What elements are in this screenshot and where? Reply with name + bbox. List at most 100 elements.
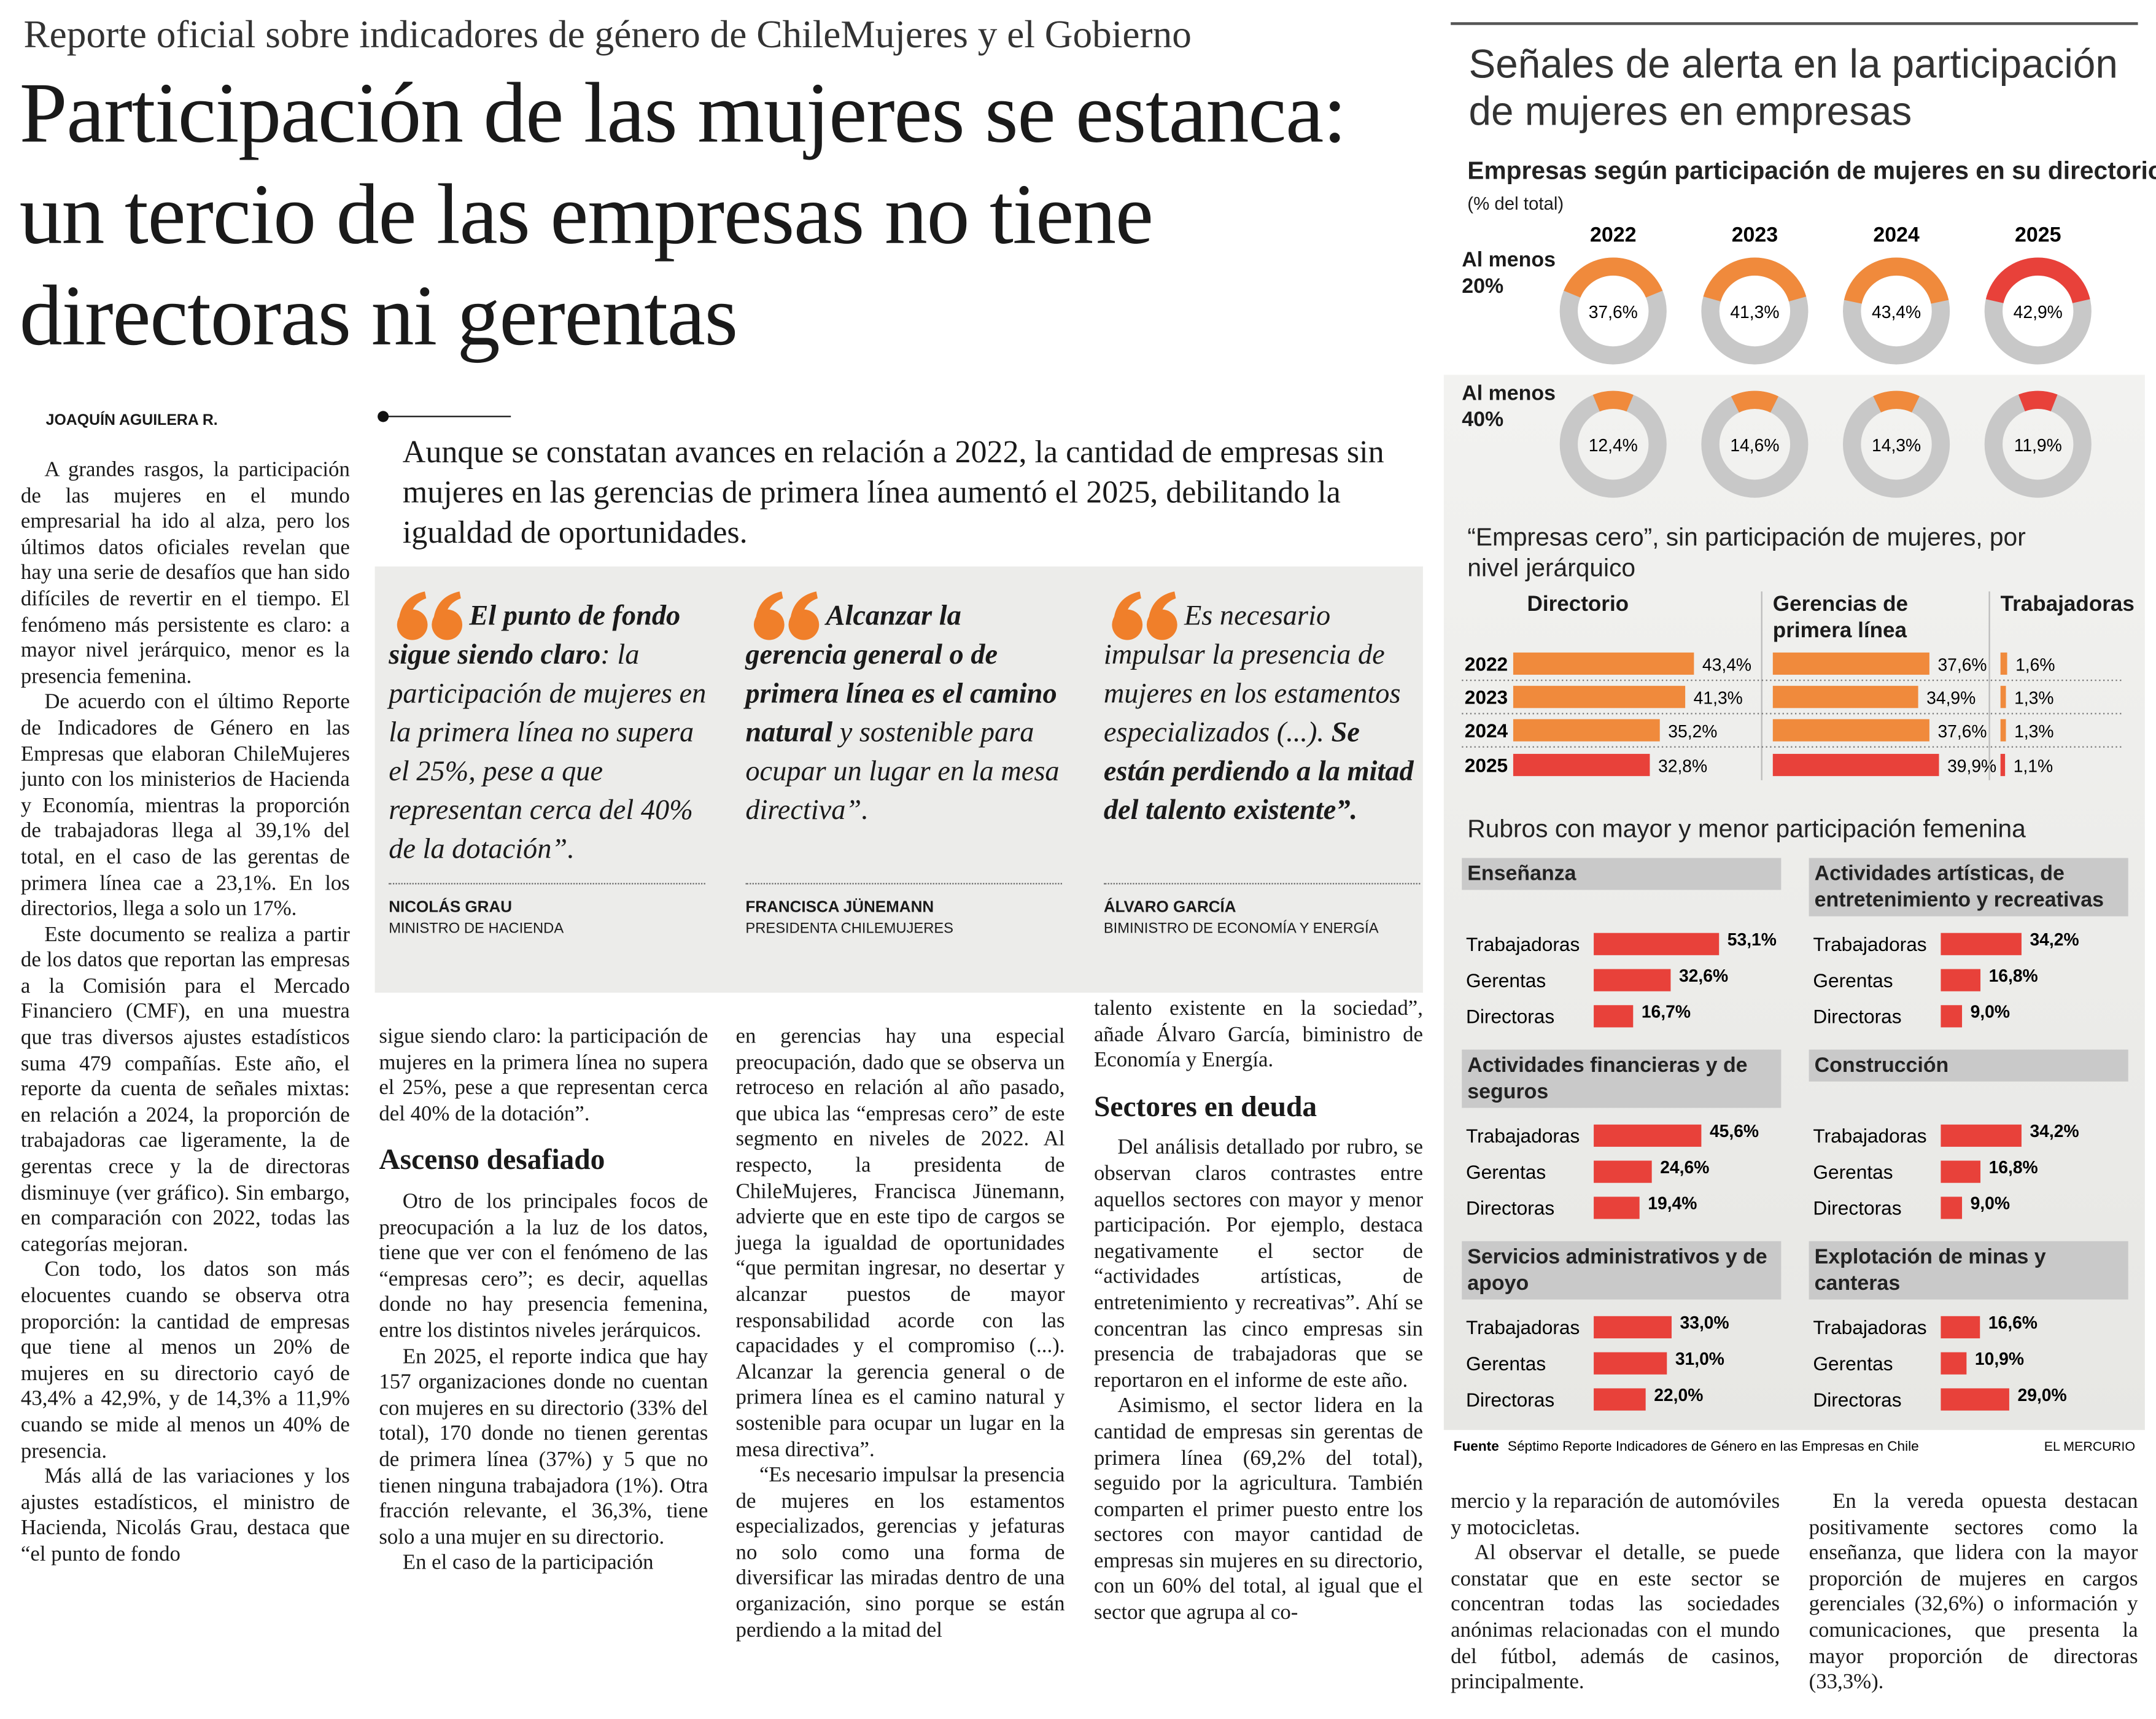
byline: JOAQUÍN AGUILERA R. [45, 412, 218, 429]
zero-bar [2000, 719, 2006, 742]
sector-value: 29,0% [2017, 1385, 2066, 1405]
zero-bar [1772, 753, 1939, 777]
quote-name: NICOLÁS GRAU [389, 899, 513, 917]
paragraph: talento existente en la sociedad”, añade… [1093, 996, 1423, 1073]
sector-bar [1941, 1316, 1980, 1338]
zero-value: 32,8% [1658, 756, 1707, 775]
quote-text: El punto de fondo sigue siendo claro: la… [389, 597, 711, 869]
paragraph: sigue siendo claro: la participación de … [379, 1024, 708, 1126]
quote-role: PRESIDENTA CHILEMUJERES [745, 920, 954, 937]
zero-value: 39,9% [1947, 756, 1996, 775]
sector-level: Directoras [1466, 1197, 1554, 1219]
sector-level: Gerentas [1813, 969, 1893, 991]
sector-heading: Explotación de minas y canteras [1809, 1241, 2128, 1300]
zero-year: 2024 [1465, 720, 1508, 742]
donut-arc [1564, 257, 1663, 298]
sector-bar [1594, 1160, 1652, 1183]
zero-year: 2023 [1465, 686, 1508, 708]
sector-bar [1941, 1005, 1963, 1028]
zero-value: 35,2% [1668, 721, 1717, 741]
deck-rule [378, 411, 511, 422]
paragraph: Asimismo, el sector lidera en la cantida… [1093, 1394, 1423, 1624]
zero-bar [1513, 753, 1650, 777]
sector-heading: Construcción [1809, 1049, 2128, 1082]
sector-heading: Enseñanza [1462, 858, 1782, 890]
donut-label: 43,4% [1872, 302, 1921, 322]
section-heading: Sectores en deuda [1093, 1089, 1317, 1123]
sector-level: Gerentas [1466, 969, 1546, 991]
sector-heading: Actividades artísticas, de entretenimien… [1809, 858, 2128, 917]
sector-value: 19,4% [1648, 1193, 1697, 1213]
zero-value: 1,1% [2014, 756, 2053, 775]
donut-arc [1731, 390, 1778, 413]
donut-label: 12,4% [1589, 435, 1638, 455]
zero-value: 1,3% [2014, 688, 2053, 708]
sector-level: Directoras [1813, 1389, 1901, 1411]
zero-bar [1513, 719, 1660, 742]
sector-value: 34,2% [2030, 929, 2079, 949]
sector-level: Directoras [1813, 1197, 1901, 1219]
paragraph: Con todo, los datos son más elocuentes c… [20, 1258, 350, 1463]
paragraph: Del análisis detallado por rubro, se obs… [1093, 1136, 1423, 1392]
sector-level: Gerentas [1813, 1161, 1893, 1183]
quote-mark-tail [755, 591, 783, 624]
zero-bar [1513, 686, 1686, 708]
quote-role: BIMINISTRO DE ECONOMÍA Y ENERGÍA [1103, 920, 1379, 937]
sector-level: Trabajadoras [1813, 933, 1926, 955]
sector-level: Trabajadoras [1813, 1125, 1926, 1147]
donut-label: 14,3% [1872, 435, 1921, 455]
zero-bar [2000, 753, 2006, 777]
zero-value: 37,6% [1937, 721, 1987, 741]
sector-bar [1594, 933, 1720, 955]
deck: Aunque se constatan avances en relación … [402, 434, 1384, 550]
donut-label: 11,9% [2014, 435, 2062, 455]
donut-arc [1873, 390, 1920, 413]
sector-value: 31,0% [1675, 1349, 1724, 1368]
donut-arc [2018, 390, 2058, 412]
sector-level: Gerentas [1466, 1352, 1546, 1375]
quote-name: FRANCISCA JÜNEMANN [745, 899, 934, 917]
quote-part: y sostenible para ocupar un lugar en la … [745, 718, 1060, 826]
sector-value: 16,7% [1642, 1002, 1691, 1022]
text-column: En la vereda opuesta destacan positivame… [1809, 1489, 2138, 1696]
quote-text: Es necesario impulsar la presencia de mu… [1104, 597, 1426, 830]
quote-mark-tail [398, 591, 427, 624]
year-label: 2022 [1590, 223, 1636, 246]
quote-rule [745, 883, 1062, 885]
zero-bar [2000, 686, 2006, 708]
quote-part: El punto de fondo sigue siendo claro [389, 601, 681, 671]
sector-value: 9,0% [1971, 1002, 2010, 1022]
quote-mark-tail [789, 591, 818, 624]
sector-bar [1594, 1005, 1634, 1028]
sector-bar [1594, 1352, 1667, 1375]
quote-mark [1112, 591, 1177, 640]
zero-group-label: Directorio [1527, 592, 1629, 617]
sector-bar [1594, 1197, 1640, 1219]
zero-group-label: Gerencias de primera línea [1772, 592, 1908, 643]
paragraph: En 2025, el reporte indica que hay 157 o… [379, 1345, 708, 1550]
text-column: A grandes rasgos, la participación de la… [21, 458, 350, 1568]
donut-note: (% del total) [1467, 193, 1564, 214]
sector-value: 16,8% [1989, 1157, 2038, 1177]
sector-bar [1941, 1352, 1967, 1375]
sector-level: Trabajadoras [1813, 1316, 1926, 1338]
kicker: Reporte oficial sobre indicadores de gén… [23, 14, 1192, 57]
donut-arc [1985, 257, 2090, 304]
quote-rule [1103, 883, 1421, 885]
donut-label: 14,6% [1730, 435, 1779, 455]
sector-heading: Servicios administrativos y de apoyo [1462, 1241, 1782, 1300]
quote-mark-tail [433, 591, 461, 624]
sector-level: Trabajadoras [1466, 1316, 1580, 1338]
sector-title: Rubros con mayor y menor participación f… [1467, 815, 2026, 843]
zero-title: “Empresas cero”, sin participación de mu… [1467, 523, 2026, 582]
sector-bar [1941, 933, 2022, 955]
sector-bar [1941, 1160, 1981, 1183]
donut-arc [1592, 390, 1634, 412]
zero-value: 34,9% [1926, 688, 1976, 708]
paragraph: Al observar el detalle, se puede constat… [1451, 1541, 1780, 1694]
sector-value: 53,1% [1728, 929, 1777, 949]
infographic-title: Señales de alerta en la participación de… [1468, 43, 2118, 135]
zero-value: 1,3% [2014, 721, 2053, 741]
year-label: 2024 [1873, 223, 1920, 246]
